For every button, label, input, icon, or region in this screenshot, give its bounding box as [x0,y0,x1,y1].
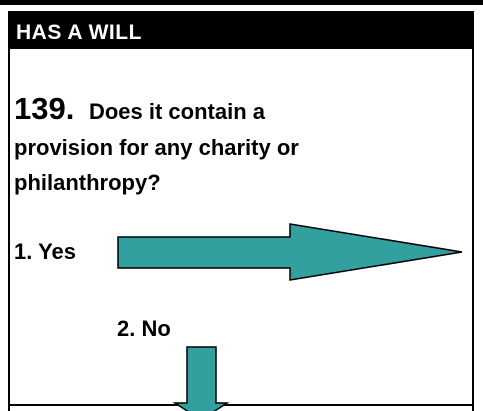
header-bar [8,11,474,49]
header-title: HAS A WILL [16,21,142,44]
question-number: 139. [14,91,74,126]
option-label: 2. No [117,316,171,341]
arrow-down [172,346,230,411]
question-line: 139. Does it contain a [14,91,266,126]
option-label: 1. Yes [14,239,76,264]
arrow-right [117,223,463,281]
question-text: provision for any charity or [14,135,299,160]
top-rule [0,0,483,5]
question-text: philanthropy? [14,170,161,195]
question-text: Does it contain a [89,99,266,124]
